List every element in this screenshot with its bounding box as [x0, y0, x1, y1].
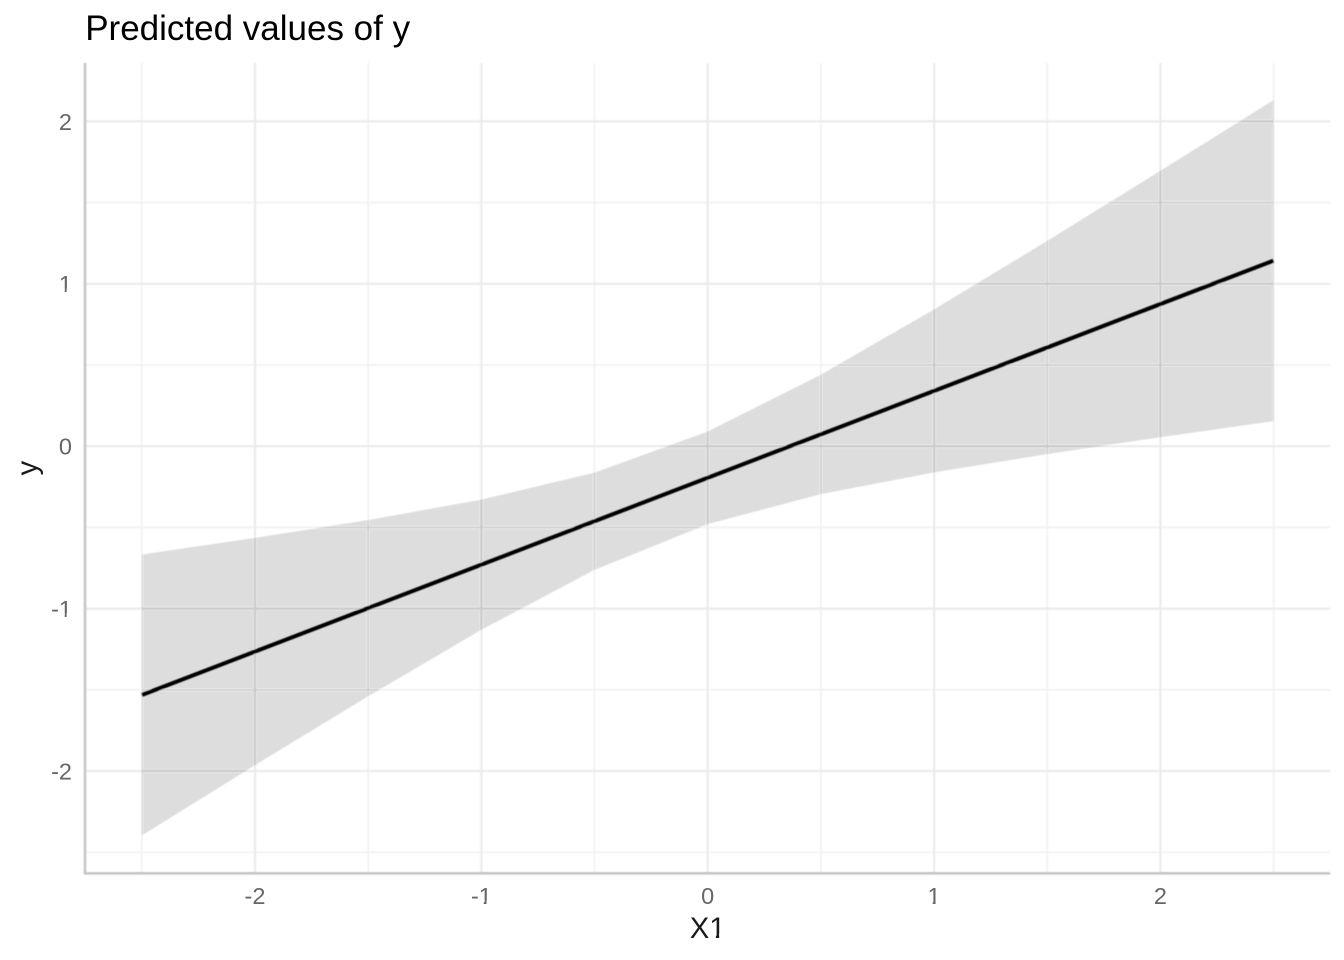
svg-text:Predicted values of y: Predicted values of y: [85, 9, 410, 48]
svg-text:0: 0: [701, 883, 714, 909]
svg-text:2: 2: [1154, 883, 1167, 909]
svg-text:y: y: [11, 461, 44, 476]
svg-text:-2: -2: [51, 758, 72, 784]
svg-text:X1: X1: [690, 912, 726, 945]
svg-text:-2: -2: [245, 883, 266, 909]
svg-text:2: 2: [59, 109, 72, 135]
svg-text:0: 0: [59, 434, 72, 460]
